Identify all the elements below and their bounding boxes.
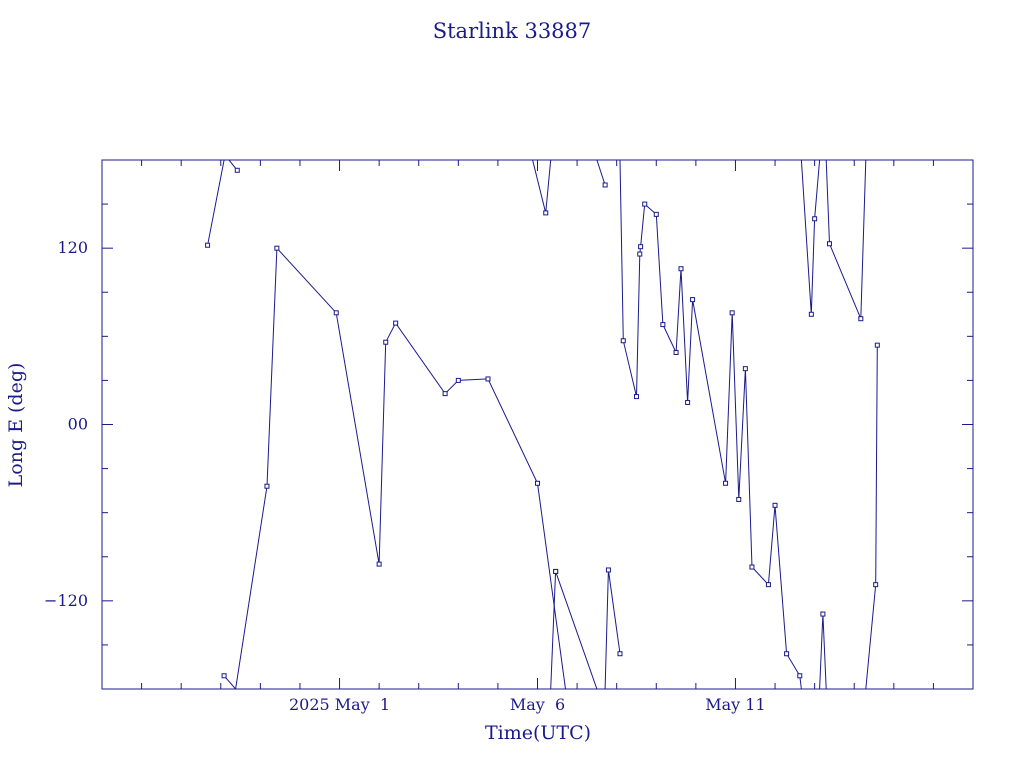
series-line [604,569,621,689]
data-point [617,651,623,657]
data-point [535,480,540,486]
data-point [455,377,461,383]
data-point [221,673,227,679]
series-line [825,160,867,319]
series-line [235,246,566,689]
data-point [543,210,549,216]
data-point [442,391,448,397]
data-point [602,182,608,188]
data-point [642,201,648,207]
data-point [690,297,696,303]
data-point [820,611,826,617]
data-point [653,211,659,217]
data-point [376,561,382,567]
data-point [808,311,814,317]
series-line [619,160,802,689]
data-point [234,167,240,173]
data-point [605,567,611,573]
data-point [620,338,626,344]
data-point [784,651,790,657]
data-point [772,502,778,508]
y-tick-label: −120 [44,591,88,610]
data-point [742,366,748,372]
plot-series [205,160,880,689]
axis-ticks [101,159,974,690]
series-line [550,571,557,689]
data-point [812,216,818,222]
data-point [874,342,880,348]
data-point [333,310,339,316]
series-line [207,160,225,246]
x-tick-label: 2025 May 1 [289,695,390,714]
data-point [749,564,755,570]
series-line [555,571,598,689]
series-line [819,614,827,689]
data-point [485,376,491,382]
data-point [393,320,399,326]
y-tick-label: 00 [68,415,88,434]
data-point [637,251,643,257]
data-point [858,316,864,322]
plot-frame [101,159,974,690]
x-axis-label: Time(UTC) [485,722,591,744]
series-line [865,345,878,689]
data-point [205,242,211,248]
data-point [826,241,832,247]
data-point [729,310,735,316]
data-point [660,322,666,328]
data-point [383,339,389,345]
x-tick-label: May 11 [705,695,765,714]
data-point [638,244,644,250]
data-point [765,582,771,588]
series-line [532,160,552,214]
data-point [633,394,639,400]
data-point [274,245,280,251]
data-point [685,399,691,405]
series-line [596,160,606,186]
tick-labels: 2025 May 1 May 6 May 11 120 00 −120 [44,238,766,714]
data-point [553,568,559,574]
data-point [264,483,270,489]
data-point [736,496,742,502]
data-point [873,582,879,588]
y-axis-label: Long E (deg) [5,363,27,488]
data-point [673,349,679,355]
data-point [797,673,803,679]
data-point [678,266,684,272]
data-point [723,480,729,486]
series-line [800,160,821,315]
x-tick-label: May 6 [510,695,565,714]
y-tick-label: 120 [57,238,88,257]
chart-title: Starlink 33887 [433,19,592,43]
